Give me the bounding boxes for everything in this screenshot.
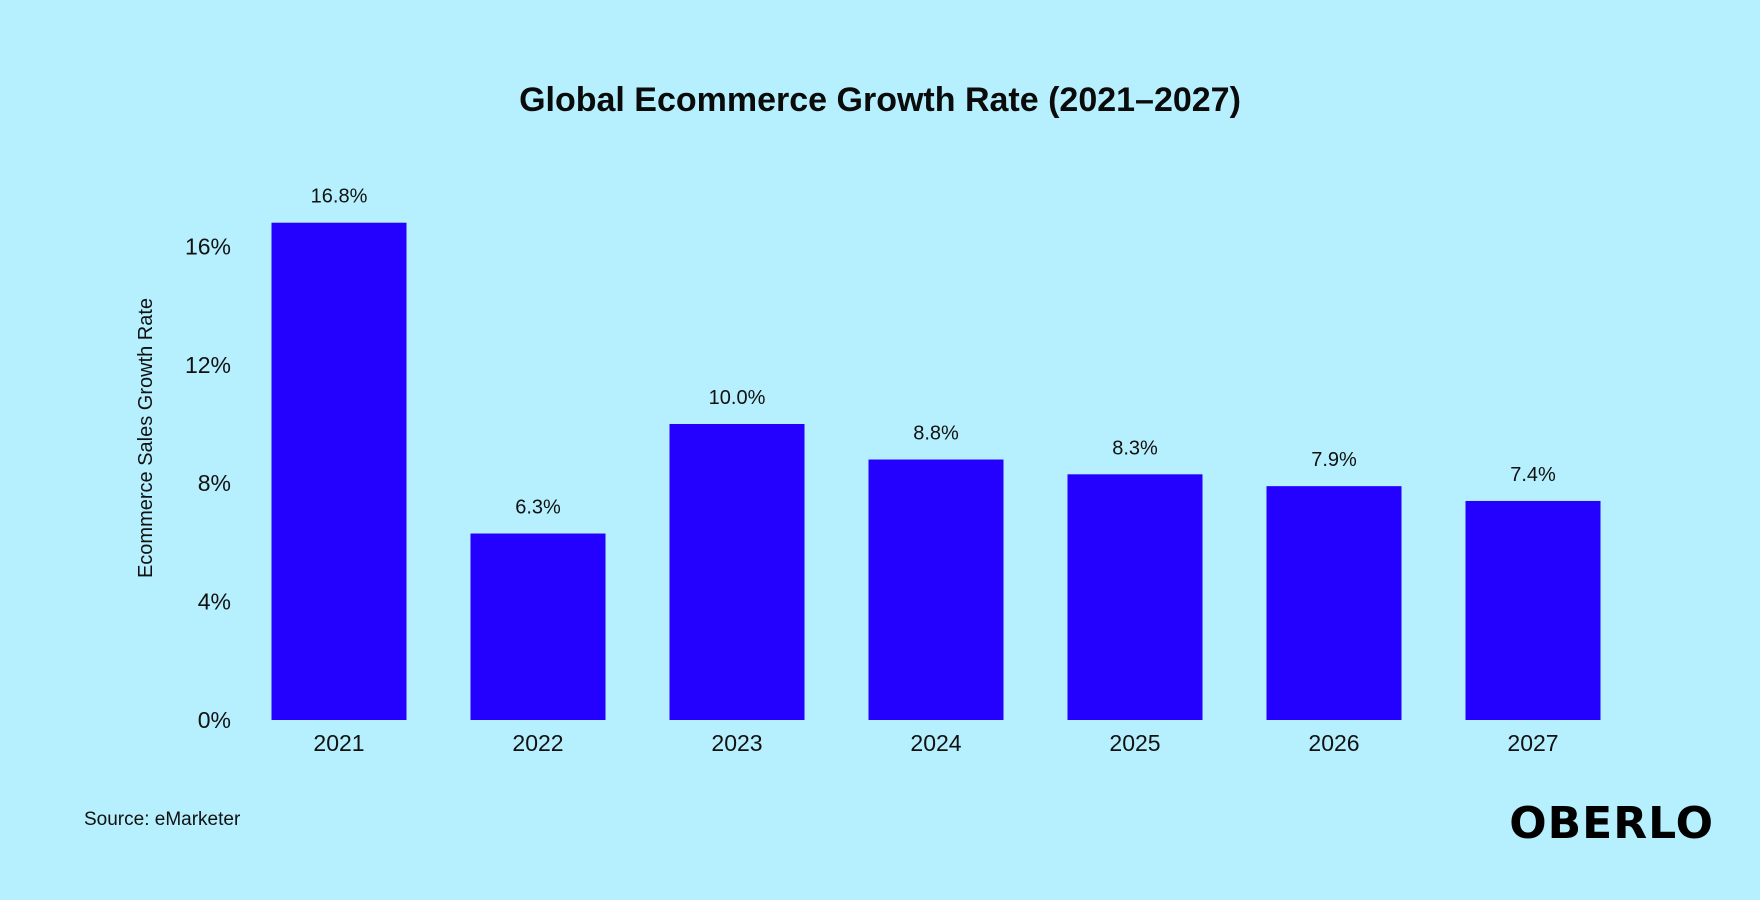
source-note: Source: eMarketer (84, 809, 241, 830)
y-tick-label: 16% (185, 233, 231, 259)
y-tick-label: 0% (198, 707, 231, 733)
x-tick-label-2027: 2027 (1507, 730, 1558, 756)
data-label-2022: 6.3% (515, 497, 561, 519)
y-tick-label: 8% (198, 470, 231, 496)
bar-2027 (1465, 500, 1601, 720)
x-tick-label-2021: 2021 (313, 730, 364, 756)
chart-title: Global Ecommerce Growth Rate (2021–2027) (519, 81, 1241, 119)
data-labels-group: 16.8% 6.3% 10.0% 8.8% 8.3% 7.9% 7.4% (311, 186, 1556, 519)
bar-2024 (868, 459, 1004, 720)
x-tick-label-2026: 2026 (1308, 730, 1359, 756)
x-tick-label-2024: 2024 (910, 730, 961, 756)
x-axis-ticks: 2021 2022 2023 2024 2025 2026 2027 (313, 730, 1558, 756)
x-tick-label-2023: 2023 (711, 730, 762, 756)
bar-2021 (271, 222, 407, 720)
data-label-2027: 7.4% (1510, 464, 1556, 486)
oberlo-logo: OBERLO (1509, 798, 1714, 849)
data-label-2023: 10.0% (709, 387, 766, 409)
y-axis-title: Ecommerce Sales Growth Rate (135, 298, 157, 578)
y-tick-label: 4% (198, 589, 231, 615)
bar-2023 (669, 424, 805, 720)
data-label-2021: 16.8% (311, 186, 368, 208)
bar-2026 (1266, 486, 1402, 720)
x-tick-label-2025: 2025 (1109, 730, 1160, 756)
y-tick-label: 12% (185, 352, 231, 378)
bar-2025 (1067, 474, 1203, 720)
bar-2022 (470, 533, 606, 720)
bars-group (271, 222, 1601, 720)
data-label-2026: 7.9% (1311, 449, 1357, 471)
y-axis-ticks: 0% 4% 8% 12% 16% (185, 233, 231, 733)
data-label-2025: 8.3% (1112, 437, 1158, 459)
data-label-2024: 8.8% (913, 423, 959, 445)
x-tick-label-2022: 2022 (512, 730, 563, 756)
